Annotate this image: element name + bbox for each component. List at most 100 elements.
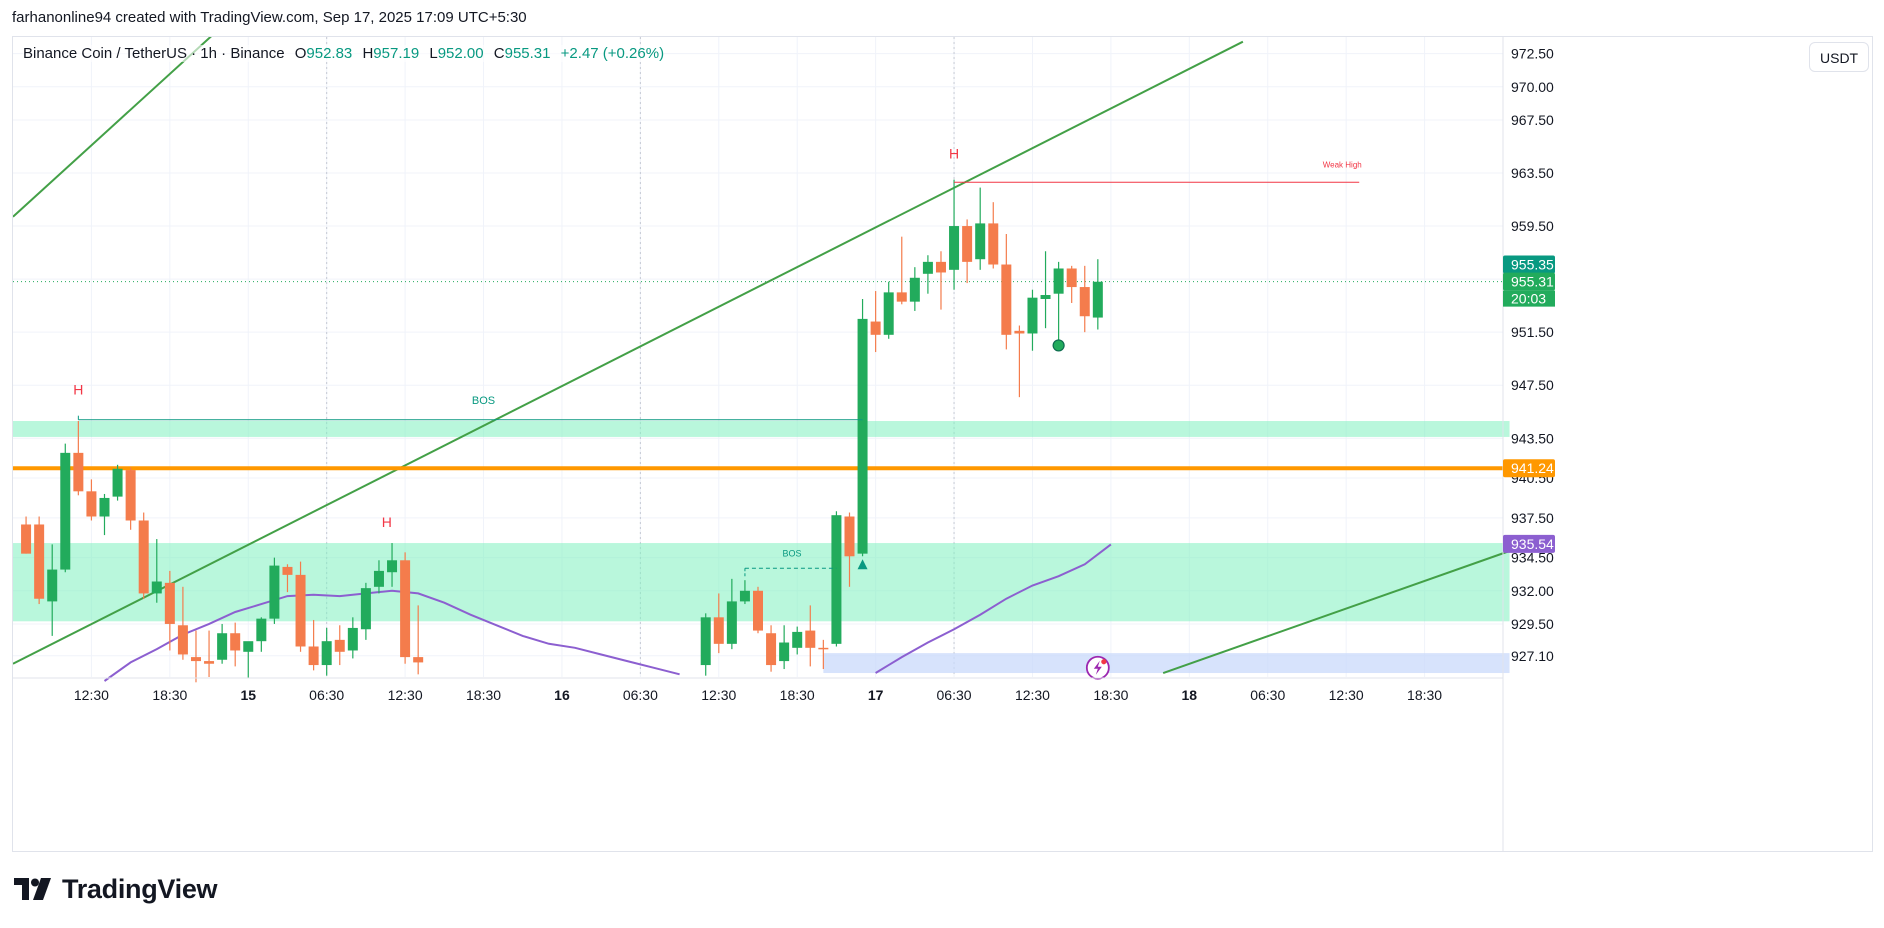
bear-candle xyxy=(282,564,293,593)
trendline xyxy=(13,40,1244,665)
candle-body xyxy=(347,627,358,651)
price-label-text: 941.24 xyxy=(1511,460,1554,476)
bear-candle xyxy=(295,561,306,652)
open-value: 952.83 xyxy=(306,45,353,62)
candle-body xyxy=(988,223,999,265)
flash-icon-bolt xyxy=(1093,660,1102,675)
price-label-tag: 955.35 xyxy=(1503,255,1555,274)
bear-candle xyxy=(805,605,816,667)
bear-candle xyxy=(308,619,319,671)
tradingview-logo-icon xyxy=(14,878,51,900)
bear-candle xyxy=(34,516,45,605)
bear-candle xyxy=(1066,265,1077,303)
annotations: H H H BOS BOS Weak High xyxy=(73,145,1362,680)
candle-body xyxy=(935,261,946,273)
candle-body xyxy=(844,516,855,557)
time-tick-label: 12:30 xyxy=(74,687,109,703)
countdown-bg xyxy=(1503,290,1555,307)
candle-body xyxy=(99,497,110,517)
time-tick-label: 18:30 xyxy=(1407,687,1442,703)
price-label-tag: 955.31 xyxy=(1503,272,1555,291)
bull-candle xyxy=(347,617,358,659)
bear-candle xyxy=(713,593,724,654)
bull-candle xyxy=(1092,259,1103,330)
bear-candle xyxy=(413,605,424,675)
candle-body xyxy=(321,641,332,666)
candle-body xyxy=(60,452,71,570)
candle-body xyxy=(204,661,215,664)
price-label-text: 955.31 xyxy=(1511,274,1554,290)
price-tick-label: 937.50 xyxy=(1511,510,1554,526)
bull-candle xyxy=(99,493,110,536)
trend-lines xyxy=(13,37,1510,682)
chart-caption: farhanonline94 created with TradingView.… xyxy=(12,9,527,26)
candle-body xyxy=(739,590,750,602)
bear-candle xyxy=(125,467,136,530)
candle-body xyxy=(112,468,123,497)
trendline xyxy=(1162,550,1510,674)
candle-body xyxy=(334,639,345,652)
price-tick-label: 972.50 xyxy=(1511,46,1554,62)
price-tick-label: 947.50 xyxy=(1511,377,1554,393)
price-label-bg xyxy=(1503,459,1555,478)
candle-body xyxy=(831,515,842,644)
price-chart[interactable]: H H H BOS BOS Weak High 927.10 929.50 932.00 934… xyxy=(13,37,1872,851)
price-label-tag: 935.54 xyxy=(1503,534,1555,553)
price-tick-label: 963.50 xyxy=(1511,165,1554,181)
candle-body xyxy=(177,625,188,655)
candle-body xyxy=(190,657,201,662)
bull-candle xyxy=(700,613,711,676)
bear-candle xyxy=(164,570,175,651)
axes: 927.10929.50932.00934.50937.50940.50943.… xyxy=(13,37,1555,851)
candle-body xyxy=(700,617,711,666)
bull-candle xyxy=(217,623,228,664)
candle-body xyxy=(792,631,803,648)
bull-candle xyxy=(360,582,371,640)
chart-area[interactable]: H H H BOS BOS Weak High 927.10 929.50 932.00 934… xyxy=(12,36,1873,852)
price-label-bg xyxy=(1503,272,1555,291)
candle-body xyxy=(883,292,894,335)
time-tick-label: 16 xyxy=(554,687,570,703)
bull-candle xyxy=(373,560,384,594)
candle-body xyxy=(1079,287,1090,317)
trendline xyxy=(13,37,212,218)
time-tick-label: 18:30 xyxy=(466,687,501,703)
candle-body xyxy=(47,569,58,602)
candle-body xyxy=(1040,295,1051,299)
symbol-name[interactable]: Binance Coin / TetherUS · 1h · Binance xyxy=(23,45,285,62)
price-label-text: 955.35 xyxy=(1511,257,1554,273)
time-tick-label: 15 xyxy=(240,687,256,703)
bull-candle xyxy=(949,179,960,290)
bear-candle xyxy=(334,625,345,666)
candle-body xyxy=(308,646,319,666)
price-tick-label: 943.50 xyxy=(1511,430,1554,446)
bear-candle xyxy=(1014,325,1025,398)
candle-body xyxy=(243,641,254,652)
close-label: C xyxy=(493,45,505,62)
bear-candle xyxy=(190,630,201,683)
moving-average-line xyxy=(103,589,680,682)
candle-body xyxy=(1027,297,1038,334)
candle-body xyxy=(1014,330,1025,334)
bull-candle xyxy=(256,617,267,652)
candle-body xyxy=(256,618,267,642)
price-tick-label: 927.10 xyxy=(1511,648,1554,664)
bull-candle xyxy=(1053,261,1064,347)
time-tick-label: 18:30 xyxy=(1093,687,1128,703)
moving-average-line xyxy=(875,543,1112,674)
candle-body xyxy=(922,261,933,274)
candle-body xyxy=(753,590,763,631)
candle-body xyxy=(1092,281,1103,318)
price-label-bg xyxy=(1503,534,1555,553)
candle-body xyxy=(975,223,986,260)
price-tick-label: 959.50 xyxy=(1511,218,1554,234)
bear-candle xyxy=(21,516,32,554)
candle-body xyxy=(805,630,816,648)
time-tick-label: 06:30 xyxy=(937,687,972,703)
candle-body xyxy=(413,657,424,663)
currency-button[interactable]: USDT xyxy=(1809,42,1870,72)
signal-dot-icon xyxy=(1052,339,1065,352)
tradingview-brand[interactable]: TradingView xyxy=(14,874,218,904)
bull-candle xyxy=(47,544,58,636)
time-tick-label: 06:30 xyxy=(1250,687,1285,703)
